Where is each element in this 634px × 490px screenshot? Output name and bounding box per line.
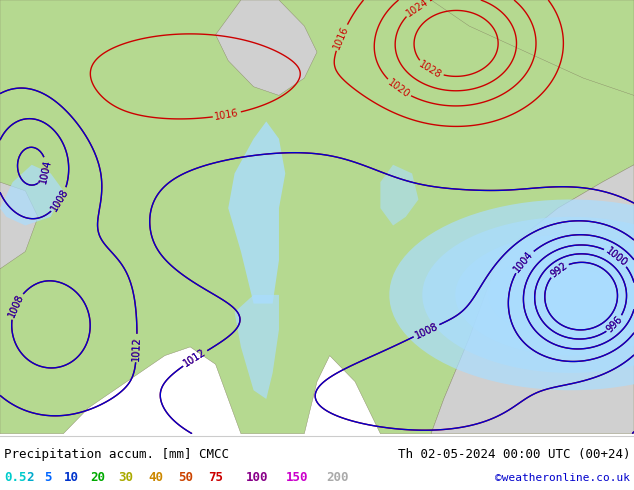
Text: 75: 75 bbox=[208, 471, 223, 485]
Text: 5: 5 bbox=[44, 471, 51, 485]
Polygon shape bbox=[431, 165, 634, 434]
Polygon shape bbox=[0, 165, 63, 225]
Text: Th 02-05-2024 00:00 UTC (00+24): Th 02-05-2024 00:00 UTC (00+24) bbox=[398, 448, 630, 461]
Text: 1004: 1004 bbox=[38, 158, 53, 184]
Text: 1016: 1016 bbox=[214, 108, 240, 122]
Text: 1008: 1008 bbox=[6, 293, 25, 319]
Text: 30: 30 bbox=[118, 471, 133, 485]
Polygon shape bbox=[389, 199, 634, 390]
Text: 992: 992 bbox=[548, 260, 569, 279]
Text: 0.5: 0.5 bbox=[4, 471, 27, 485]
Text: 996: 996 bbox=[605, 314, 625, 334]
Polygon shape bbox=[235, 295, 279, 399]
Text: 1024: 1024 bbox=[404, 0, 430, 18]
Text: 1012: 1012 bbox=[131, 336, 142, 361]
Polygon shape bbox=[0, 182, 38, 269]
Text: 1000: 1000 bbox=[604, 245, 629, 268]
Text: 40: 40 bbox=[148, 471, 163, 485]
Polygon shape bbox=[216, 0, 317, 96]
Polygon shape bbox=[228, 122, 285, 304]
Text: 1008: 1008 bbox=[413, 321, 440, 341]
Text: 1020: 1020 bbox=[386, 77, 411, 100]
Text: 1028: 1028 bbox=[417, 59, 444, 80]
Text: 1008: 1008 bbox=[413, 321, 440, 341]
Text: 1016: 1016 bbox=[332, 24, 351, 50]
Polygon shape bbox=[521, 269, 620, 321]
Text: 20: 20 bbox=[90, 471, 105, 485]
Polygon shape bbox=[488, 251, 634, 338]
Text: 996: 996 bbox=[605, 314, 625, 334]
Text: 1008: 1008 bbox=[6, 293, 25, 319]
Text: 1004: 1004 bbox=[512, 249, 535, 274]
Text: 1012: 1012 bbox=[131, 336, 142, 361]
Text: 1012: 1012 bbox=[182, 347, 208, 369]
Polygon shape bbox=[380, 165, 418, 225]
Text: 1008: 1008 bbox=[49, 187, 71, 213]
Text: 1008: 1008 bbox=[49, 187, 71, 213]
Text: 100: 100 bbox=[246, 471, 269, 485]
Text: 150: 150 bbox=[286, 471, 309, 485]
Text: 50: 50 bbox=[178, 471, 193, 485]
Text: 1004: 1004 bbox=[38, 158, 53, 184]
Text: 2: 2 bbox=[26, 471, 34, 485]
Text: 1000: 1000 bbox=[604, 245, 629, 268]
Text: ©weatheronline.co.uk: ©weatheronline.co.uk bbox=[495, 473, 630, 483]
Polygon shape bbox=[422, 217, 634, 373]
Text: 200: 200 bbox=[326, 471, 349, 485]
Text: 1004: 1004 bbox=[512, 249, 535, 274]
Text: Precipitation accum. [mm] CMCC: Precipitation accum. [mm] CMCC bbox=[4, 448, 229, 461]
Polygon shape bbox=[0, 0, 634, 434]
Text: 992: 992 bbox=[548, 260, 569, 279]
Polygon shape bbox=[431, 0, 634, 96]
Text: 10: 10 bbox=[64, 471, 79, 485]
Polygon shape bbox=[455, 234, 634, 356]
Text: 1012: 1012 bbox=[182, 347, 208, 369]
